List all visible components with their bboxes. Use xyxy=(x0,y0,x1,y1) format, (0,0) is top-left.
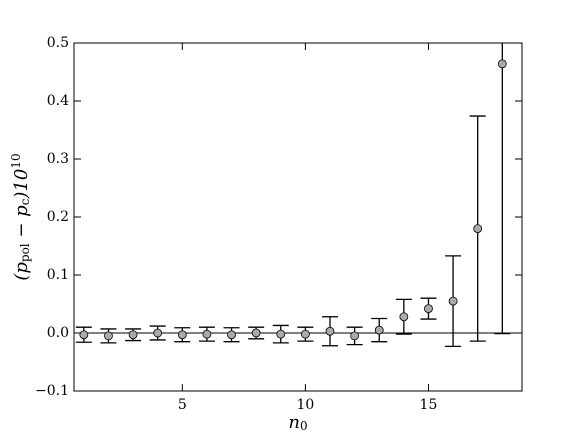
label-part: 10 xyxy=(9,153,23,168)
y-tick-label: 0.2 xyxy=(47,209,69,225)
y-tick-label: 0.4 xyxy=(47,93,69,109)
point xyxy=(128,330,138,340)
x-tick-label: 5 xyxy=(178,397,187,413)
label-part: 0 xyxy=(300,419,308,433)
label-part: n xyxy=(288,412,300,433)
point xyxy=(424,304,433,314)
label-part: pol xyxy=(18,243,32,262)
y-tick-label: 0.5 xyxy=(47,35,69,51)
point xyxy=(497,59,507,69)
label-part: )10 xyxy=(11,169,32,200)
label-part: (p xyxy=(11,262,32,281)
point xyxy=(448,296,458,306)
point xyxy=(79,330,89,340)
x-tick-label: 15 xyxy=(420,397,438,413)
point xyxy=(227,330,236,340)
plot-frame xyxy=(73,42,523,392)
point xyxy=(276,329,286,339)
point xyxy=(473,224,483,234)
point xyxy=(300,329,310,339)
point xyxy=(104,331,113,341)
point xyxy=(251,328,261,338)
point xyxy=(374,325,384,335)
x-tick-label: 10 xyxy=(296,397,314,413)
point xyxy=(177,330,187,340)
point xyxy=(325,326,335,336)
point xyxy=(202,329,212,339)
error-bar xyxy=(494,43,511,335)
plot-area xyxy=(74,43,522,347)
x-axis-label: n0 xyxy=(288,412,307,433)
point xyxy=(350,331,360,341)
y-axis-label: (ppol − pc)1010 xyxy=(9,153,32,280)
point xyxy=(399,312,409,322)
y-tick-label: 0.1 xyxy=(47,267,69,283)
y-tick-label: 0.0 xyxy=(47,325,69,341)
y-tick-label: −0.1 xyxy=(35,383,69,399)
label-part: c xyxy=(18,198,32,205)
point xyxy=(153,328,163,338)
y-tick-label: 0.3 xyxy=(47,151,69,167)
label-part: − p xyxy=(11,205,32,244)
